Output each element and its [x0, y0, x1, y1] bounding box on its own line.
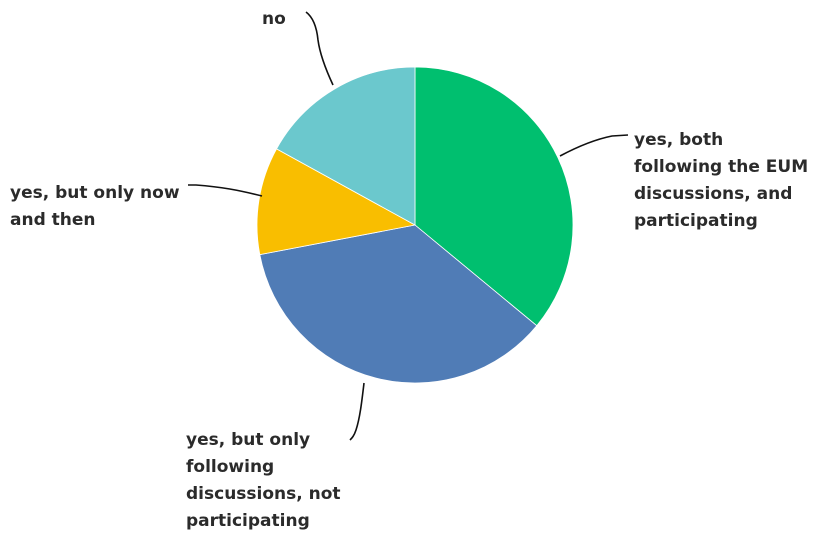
slice-label-2: yes, but only now and then: [10, 183, 180, 230]
pie-slices: [256, 66, 574, 384]
slice-label-1: yes, but only following discussions, not pa…: [186, 430, 341, 531]
slice-labels: yes, both following the EUM discussions, a…: [10, 9, 808, 531]
leader-line-1: [349, 382, 365, 441]
pie-slice-1: [259, 224, 538, 384]
slice-label-0: yes, both following the EUM discussions, a…: [634, 130, 808, 231]
slice-label-3: no: [262, 9, 286, 29]
pie-slice-0: [414, 66, 574, 327]
leader-line-0: [559, 134, 629, 157]
leader-line-2: [188, 184, 263, 197]
pie-slice-2: [256, 148, 417, 256]
leader-lines: [188, 11, 629, 441]
leader-line-3: [305, 11, 334, 86]
pie-slice-3: [275, 66, 416, 226]
